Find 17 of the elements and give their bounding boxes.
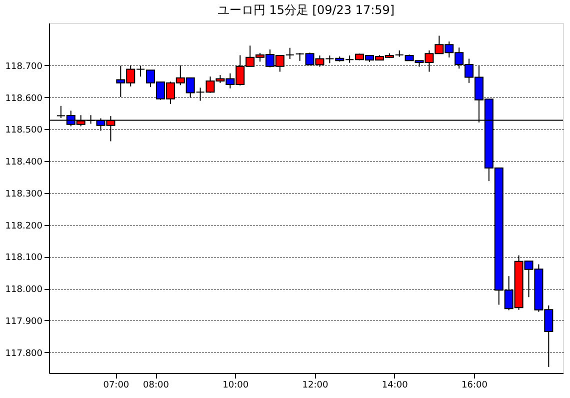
x-tick-label: 14:00 [382, 380, 408, 390]
y-tick-label: 118.100 [5, 253, 43, 264]
y-tick-label: 117.800 [5, 348, 43, 359]
y-tick-label: 118.600 [5, 94, 43, 104]
x-tick-label: 07:00 [103, 380, 130, 390]
y-tick-label: 118.400 [5, 158, 43, 168]
x-tick-label: 08:00 [143, 380, 170, 390]
chart-title: ユーロ円 15分足 [09/23 17:59] [217, 3, 395, 17]
x-tick-label: 16:00 [462, 380, 488, 390]
y-tick-label: 118.700 [5, 62, 43, 72]
x-tick-label: 10:00 [222, 380, 249, 390]
x-tick-label: 12:00 [302, 380, 328, 390]
y-tick-label: 118.300 [5, 189, 43, 200]
y-tick-label: 118.000 [5, 285, 43, 296]
y-tick-label: 117.900 [5, 316, 43, 327]
y-tick-label: 118.200 [5, 221, 43, 232]
y-tick-label: 118.500 [5, 126, 43, 136]
